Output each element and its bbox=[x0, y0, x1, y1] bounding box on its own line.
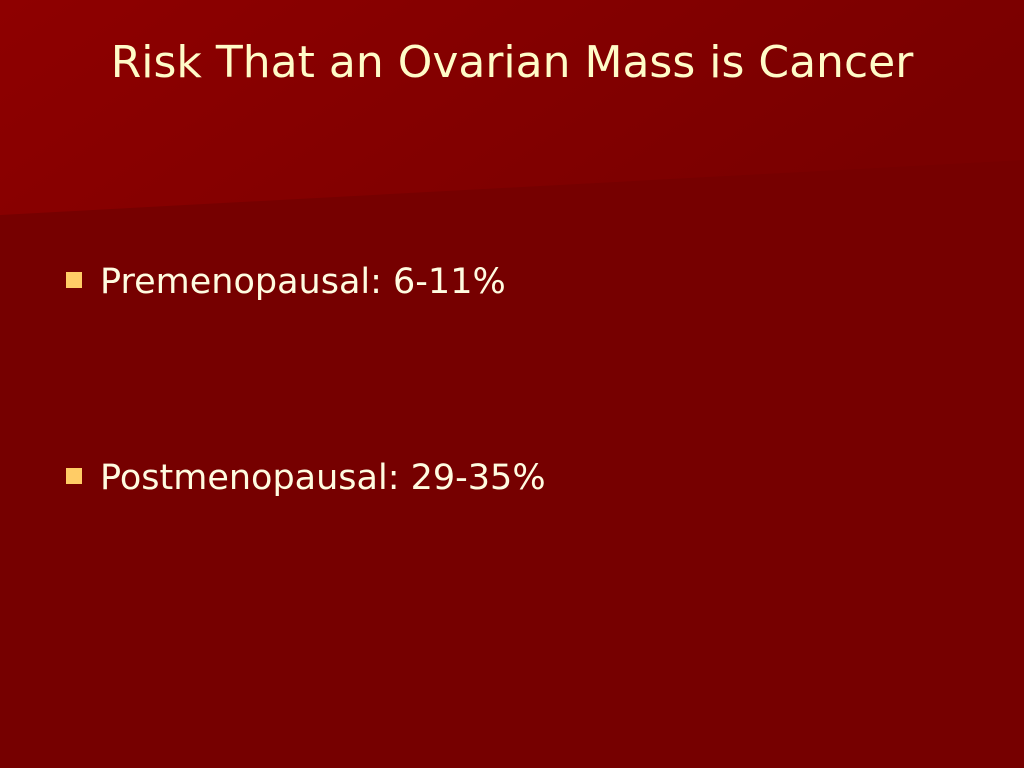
bullet-marker bbox=[66, 272, 82, 288]
bullet-item: Postmenopausal: 29-35% bbox=[66, 456, 546, 500]
bullet-item: Premenopausal: 6-11% bbox=[66, 260, 506, 304]
bullet-text: Premenopausal: 6-11% bbox=[100, 262, 506, 302]
title-band bbox=[0, 0, 1024, 215]
bullet-marker bbox=[66, 468, 82, 484]
bullet-text: Postmenopausal: 29-35% bbox=[100, 458, 546, 498]
slide-title: Risk That an Ovarian Mass is Cancer bbox=[110, 37, 914, 88]
